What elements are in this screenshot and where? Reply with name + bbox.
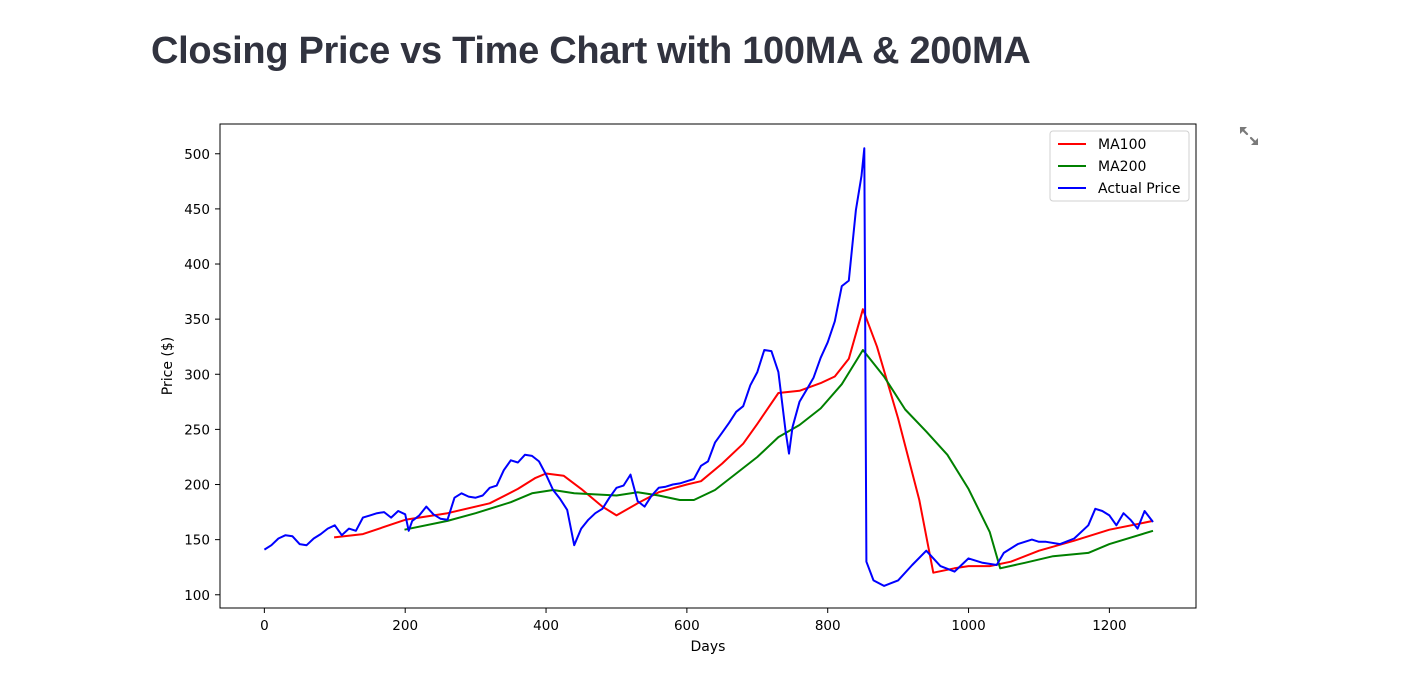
fullscreen-expand-icon [1239, 126, 1259, 146]
series-line-actual-price [263, 147, 1154, 587]
legend-entry: MA200 [1098, 159, 1146, 175]
y-tick-label: 100 [184, 588, 210, 604]
x-tick-label: 600 [674, 618, 700, 634]
x-tick-label: 1000 [951, 618, 985, 634]
y-tick-label: 250 [184, 422, 210, 438]
x-tick-label: 400 [533, 618, 559, 634]
page-title: Closing Price vs Time Chart with 100MA &… [151, 30, 1031, 72]
legend-entry: MA100 [1098, 137, 1146, 153]
legend-entry: Actual Price [1098, 181, 1180, 197]
y-tick-label: 500 [184, 147, 210, 163]
legend-box [1049, 130, 1190, 202]
x-axis-label: Days [691, 639, 726, 655]
x-tick-label: 200 [392, 618, 418, 634]
series-line-ma200 [404, 349, 1154, 570]
y-tick-label: 300 [184, 367, 210, 383]
axes-frame [219, 123, 1197, 609]
ticks: 0 200 400 600 800 1000 1200 100 150 200 250 300 350 4… [184, 147, 1126, 634]
x-tick-label: 0 [260, 618, 269, 634]
y-tick-label: 400 [184, 257, 210, 273]
y-tick-label: 450 [184, 202, 210, 218]
y-tick-label: 150 [184, 533, 210, 549]
y-tick-label: 350 [184, 312, 210, 328]
x-tick-label: 1200 [1092, 618, 1126, 634]
y-tick-label: 200 [184, 478, 210, 494]
x-tick-label: 800 [815, 618, 841, 634]
legend: MA100 MA200 Actual Price [1049, 130, 1190, 202]
series-line-ma100 [333, 308, 1154, 574]
y-axis-label: Price ($) [160, 337, 176, 395]
fullscreen-button[interactable] [1235, 122, 1263, 150]
